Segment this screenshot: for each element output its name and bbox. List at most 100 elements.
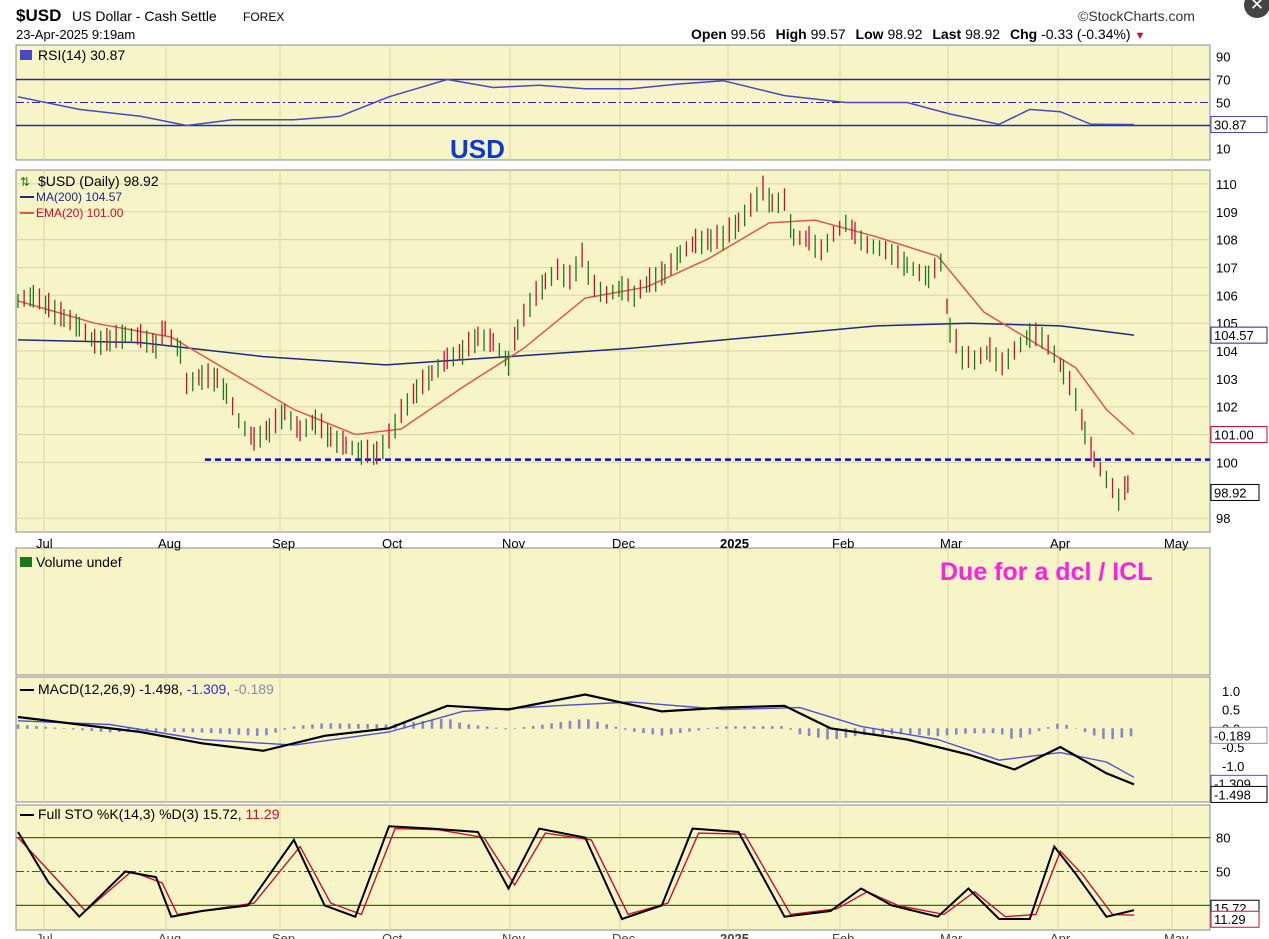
macd-hist-bar xyxy=(430,719,434,729)
macd-hist-bar xyxy=(568,720,572,729)
macd-hist-bar xyxy=(173,728,176,732)
ma-value-box: 104.57 xyxy=(1210,326,1268,344)
exchange: FOREX xyxy=(243,10,285,24)
close-icon[interactable]: ✕ xyxy=(1244,0,1269,18)
macd-hist-bar xyxy=(357,723,360,729)
rsi-value-box-frame xyxy=(1210,115,1268,133)
macd-hist-bar xyxy=(274,728,277,733)
month-label: Feb xyxy=(832,536,854,551)
macd-hist-bar xyxy=(669,728,673,735)
down-arrow-icon: ▼ xyxy=(1134,30,1146,42)
macd-hist-bar xyxy=(1065,724,1068,729)
open-label: Open xyxy=(691,26,727,42)
macd-hist-bar xyxy=(743,726,747,729)
sto-tick-label: 80 xyxy=(1216,831,1230,846)
macd-hist-box: -0.189 xyxy=(1210,726,1268,744)
macd-value-box-frame xyxy=(1210,785,1268,803)
macd-value-box: -1.498 xyxy=(1210,785,1268,803)
macd-hist-bar xyxy=(964,728,967,734)
macd-hist-bar xyxy=(90,728,93,731)
ema-value-box-frame xyxy=(1210,426,1268,444)
macd-legend: MACD(12,26,9) -1.498, -1.309, -0.189 xyxy=(38,681,274,697)
macd-hist-bar xyxy=(191,728,195,733)
macd-label-signal: -1.309, xyxy=(187,681,231,697)
macd-hist-bar xyxy=(826,728,829,740)
last-value: 98.92 xyxy=(965,26,1001,42)
macd-hist-bar xyxy=(329,723,333,729)
macd-hist-bar xyxy=(550,723,553,729)
macd-label-main: MACD(12,26,9) -1.498, xyxy=(38,681,183,697)
month-label: Jul xyxy=(36,536,53,551)
month-label: Mar xyxy=(940,536,963,551)
month-label-bottom: Dec xyxy=(612,931,636,939)
sto-label-main: Full STO %K(14,3) %D(3) 15.72, xyxy=(38,806,242,822)
macd-hist-bar xyxy=(761,726,765,729)
sto-legend: Full STO %K(14,3) %D(3) 15.72, 11.29 xyxy=(38,806,280,822)
month-label: Oct xyxy=(382,536,403,551)
macd-hist-bar xyxy=(844,728,848,738)
last-label: Last xyxy=(932,26,962,42)
macd-hist-bar xyxy=(945,728,949,736)
price-label: $USD (Daily) 98.92 xyxy=(38,173,159,189)
macd-hist-bar xyxy=(513,728,517,729)
macd-hist-bar xyxy=(265,728,268,736)
usd-annotation: USD xyxy=(450,134,505,164)
macd-hist-bar xyxy=(476,725,480,729)
month-label: 2025 xyxy=(720,536,749,551)
price-tick-label: 104 xyxy=(1216,344,1238,359)
macd-hist-bar xyxy=(347,723,351,729)
last-value-box-frame xyxy=(1210,483,1260,501)
macd-hist-bar xyxy=(485,726,489,729)
month-label: Apr xyxy=(1050,536,1071,551)
ma-label: MA(200) 104.57 xyxy=(36,190,122,204)
macd-hist-bar xyxy=(283,728,287,730)
macd-hist-bar xyxy=(200,728,204,733)
sto-d-box-frame xyxy=(1210,910,1260,928)
macd-hist-bar xyxy=(872,728,875,735)
macd-hist-bar xyxy=(1083,728,1087,733)
sto-tick-label: 50 xyxy=(1216,865,1230,880)
macd-hist-bar xyxy=(715,727,719,729)
macd-hist-bar xyxy=(752,726,756,729)
price-tick-label: 98 xyxy=(1216,511,1230,526)
macd-tick-label: -1.0 xyxy=(1222,759,1244,774)
macd-hist-bar xyxy=(458,722,461,729)
macd-hist-bar xyxy=(817,728,820,738)
chg-label: Chg xyxy=(1010,26,1038,42)
high-label: High xyxy=(775,26,807,42)
macd-hist-bar xyxy=(375,724,379,729)
macd-hist-bar xyxy=(908,728,912,735)
macd-hist-bar xyxy=(642,728,645,734)
chart-header: $USD US Dollar - Cash Settle FOREX 23-Ap… xyxy=(16,0,1269,42)
macd-label-hist: -0.189 xyxy=(234,681,274,697)
macd-hist-bar xyxy=(1092,728,1096,736)
macd-hist-bar xyxy=(596,721,599,729)
macd-hist-bar xyxy=(1019,728,1022,738)
x-axis-bottom: Jul Aug Sep Oct Nov Dec 2025 Feb Mar Apr May xyxy=(36,931,1189,939)
macd-hist-bar xyxy=(182,728,185,733)
macd-hist-box-frame xyxy=(1210,726,1268,744)
macd-hist-bar xyxy=(660,728,664,736)
rsi-tick-label: 70 xyxy=(1216,73,1230,88)
macd-hist-bar xyxy=(899,728,903,735)
macd-tick-label: 1.0 xyxy=(1222,684,1240,699)
macd-hist-bar xyxy=(108,728,112,733)
macd-hist-bar xyxy=(35,726,38,729)
macd-hist-bar xyxy=(835,728,839,740)
macd-hist-bar xyxy=(1056,723,1059,729)
month-label: Nov xyxy=(502,536,526,551)
macd-hist-bar xyxy=(605,724,609,729)
month-label-bottom: Mar xyxy=(940,931,963,939)
price-tick-label: 109 xyxy=(1216,205,1238,220)
macd-hist-bar xyxy=(228,728,231,735)
macd-hist-bar xyxy=(1010,728,1013,739)
macd-hist-bar xyxy=(771,726,774,729)
sto-label-d: 11.29 xyxy=(246,806,280,822)
macd-hist-bar xyxy=(439,718,443,729)
macd-line xyxy=(17,693,1135,786)
macd-hist-bar xyxy=(541,724,544,729)
macd-hist-bar xyxy=(697,728,701,731)
macd-hist-bar xyxy=(504,728,507,730)
month-label-bottom: Aug xyxy=(158,931,181,939)
ema-value-box-text: 101.00 xyxy=(1214,428,1254,443)
